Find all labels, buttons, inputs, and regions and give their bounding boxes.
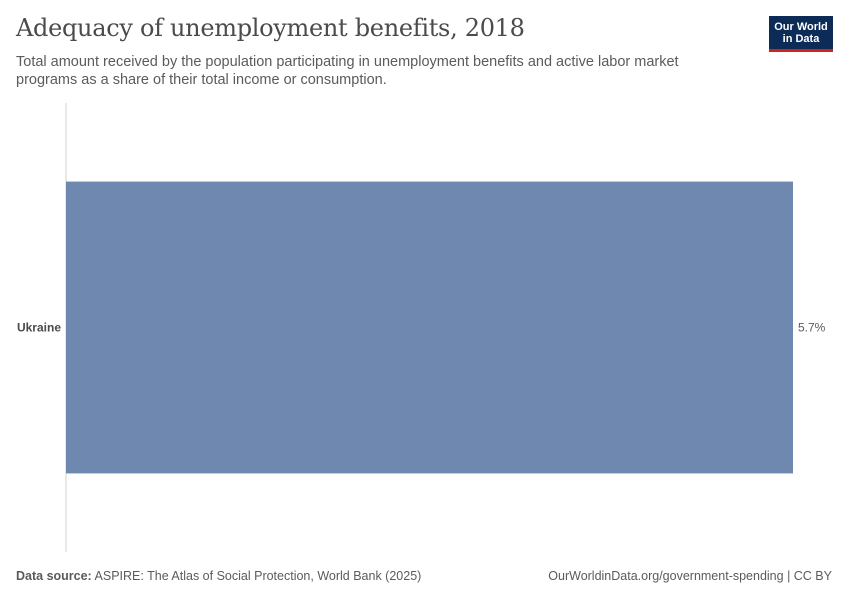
bar-chart: Ukraine 5.7% (17, 103, 826, 552)
data-source-text[interactable]: ASPIRE: The Atlas of Social Protection, … (94, 569, 422, 583)
data-source: Data source: ASPIRE: The Atlas of Social… (16, 569, 421, 583)
data-source-label: Data source: (16, 569, 92, 583)
owid-logo[interactable]: Our World in Data (769, 16, 833, 52)
chart-subtitle: Total amount received by the population … (16, 54, 679, 88)
bar-ukraine[interactable] (66, 181, 793, 474)
chart-title: Adequacy of unemployment benefits, 2018 (16, 14, 525, 42)
source-url[interactable]: OurWorldinData.org/government-spending |… (548, 569, 832, 583)
logo-line-1: Our World (774, 21, 828, 33)
value-label-ukraine: 5.7% (798, 321, 826, 335)
category-label-ukraine: Ukraine (17, 321, 61, 335)
logo-line-2: in Data (782, 33, 820, 45)
